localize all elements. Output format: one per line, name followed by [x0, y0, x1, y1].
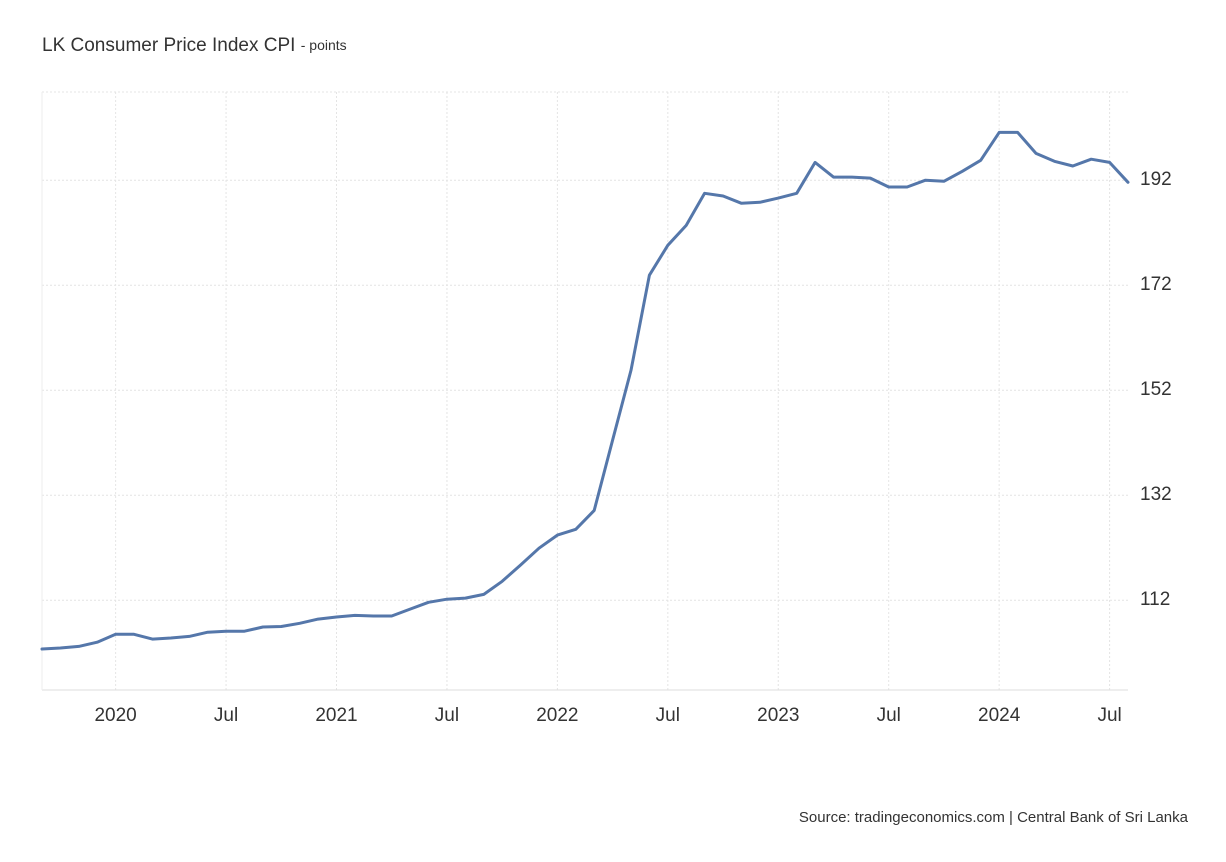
y-tick-label: 152	[1140, 379, 1172, 400]
x-tick-label: Jul	[877, 705, 901, 726]
x-tick-label: 2024	[978, 705, 1021, 726]
x-tick-label: Jul	[656, 705, 680, 726]
chart-title: LK Consumer Price Index CPI - points	[42, 35, 347, 56]
x-tick-label: 2021	[315, 705, 357, 726]
subtitle: - points	[301, 37, 347, 53]
x-tick-label: Jul	[214, 705, 238, 726]
source: Source: tradingeconomics.com | Central B…	[799, 809, 1189, 826]
x-tick-label: 2022	[536, 705, 578, 726]
y-tick-label: 112	[1140, 589, 1170, 610]
x-tick-label: Jul	[1097, 705, 1121, 726]
x-tick-label: 2023	[757, 705, 799, 726]
y-tick-label: 172	[1140, 274, 1172, 295]
y-tick-label: 192	[1140, 169, 1172, 190]
line	[40, 130, 1130, 651]
title: LK Consumer Price Index CPI	[42, 35, 295, 56]
y-tick-label: 132	[1140, 484, 1172, 505]
x-tick-label: Jul	[435, 705, 459, 726]
x-tick-label: 2020	[94, 705, 136, 726]
